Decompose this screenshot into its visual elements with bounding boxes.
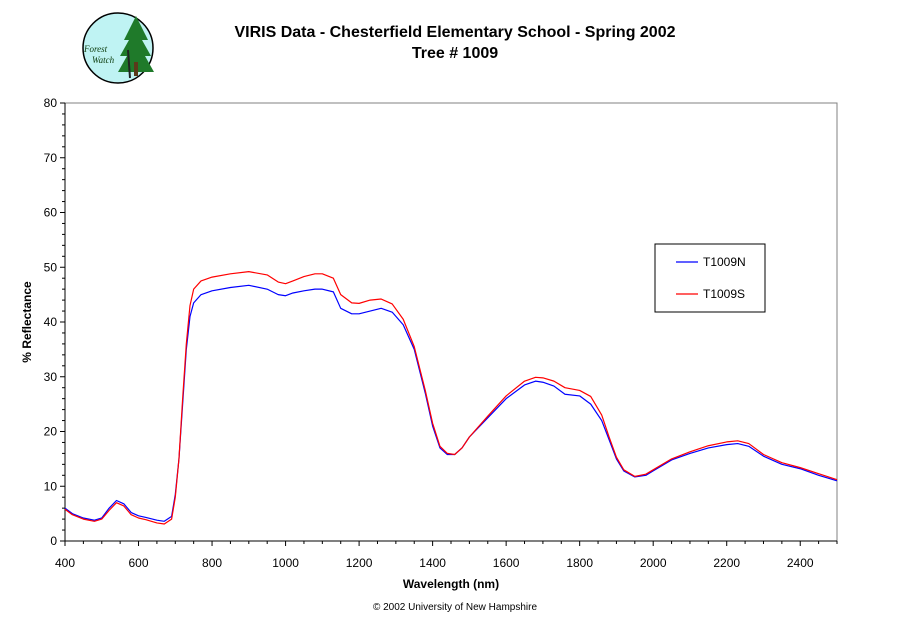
tree-icon [118, 16, 154, 79]
y-axis-label: % Reflectance [20, 281, 34, 363]
x-tick-label: 1400 [419, 556, 446, 570]
x-tick-label: 2200 [713, 556, 740, 570]
series-layer [64, 271, 838, 525]
logo-text-forest: Forest [83, 44, 108, 54]
axis-ticks: 0 10 20 30 40 50 60 70 80 400 600 800 1000 1200 1400 16… [44, 96, 838, 570]
x-tick-label: 1200 [346, 556, 373, 570]
forest-watch-logo: Forest Watch [82, 12, 154, 84]
y-tick-label: 80 [44, 96, 58, 110]
y-tick-label: 30 [44, 370, 58, 384]
plot-area [64, 102, 838, 542]
y-tick-label: 10 [44, 479, 58, 493]
legend: T1009N T1009S [654, 243, 766, 313]
chart-title: VIRIS Data - Chesterfield Elementary Sch… [234, 24, 675, 41]
y-tick-label: 40 [44, 315, 58, 329]
x-tick-label: 600 [129, 556, 149, 570]
chart-subtitle: Tree # 1009 [412, 45, 498, 62]
series-line-t1009s [64, 271, 838, 525]
y-tick-label: 20 [44, 425, 58, 439]
legend-label-t1009n: T1009N [703, 255, 746, 269]
y-tick-label: 50 [44, 260, 58, 274]
logo-text-watch: Watch [92, 55, 115, 65]
legend-box [654, 243, 766, 313]
x-tick-label: 400 [55, 556, 75, 570]
x-axis-label: Wavelength (nm) [403, 577, 499, 591]
legend-label-t1009s: T1009S [703, 287, 745, 301]
x-tick-label: 1600 [493, 556, 520, 570]
x-tick-label: 2400 [787, 556, 814, 570]
x-tick-label: 800 [202, 556, 222, 570]
x-tick-label: 1800 [566, 556, 593, 570]
series-line-t1009n [64, 284, 838, 522]
x-tick-label: 1000 [272, 556, 299, 570]
x-tick-label: 2000 [640, 556, 667, 570]
y-tick-label: 70 [44, 151, 58, 165]
y-tick-label: 60 [44, 206, 58, 220]
y-tick-label: 0 [50, 534, 57, 548]
copyright-text: © 2002 University of New Hampshire [373, 602, 538, 613]
